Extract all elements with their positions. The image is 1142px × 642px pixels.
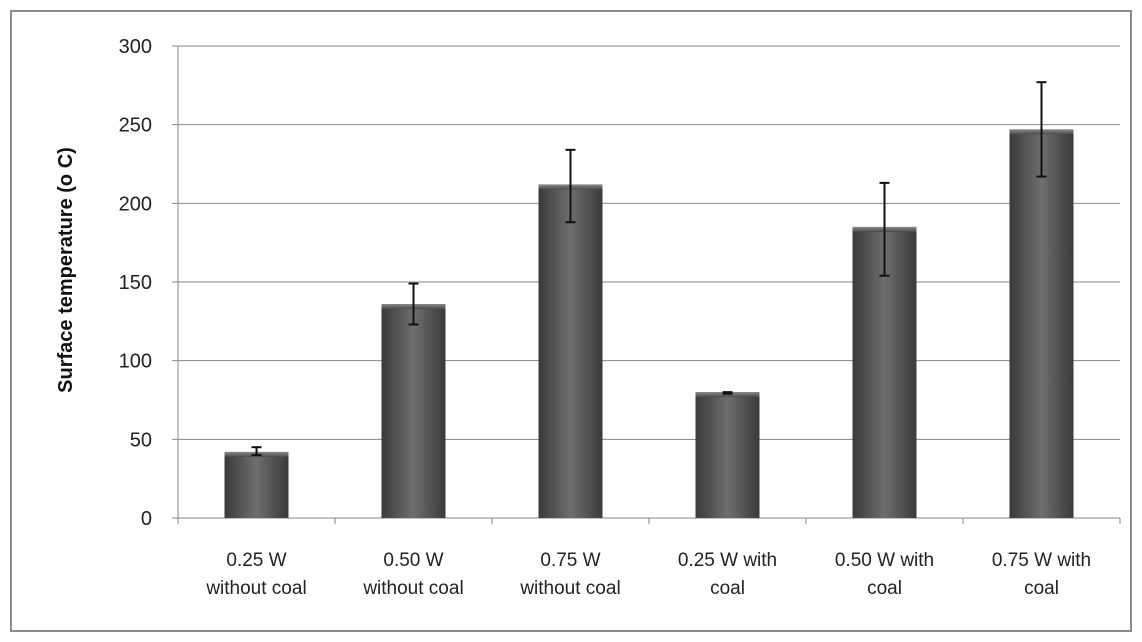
error-bars bbox=[251, 81, 1047, 457]
bar bbox=[1009, 129, 1074, 518]
bar bbox=[538, 184, 603, 518]
error-bar bbox=[722, 391, 733, 395]
category-label-line: 0.50 W bbox=[383, 550, 443, 571]
bar bbox=[224, 451, 289, 518]
category-label: 0.50 W without coal bbox=[362, 550, 463, 599]
y-tick-labels: 0 50 100 150 200 250 300 bbox=[119, 36, 152, 530]
category-label: 0.25 W without coal bbox=[205, 550, 306, 599]
bar bbox=[381, 304, 446, 518]
category-label-line: 0.75 W bbox=[540, 550, 600, 571]
error-bar bbox=[565, 148, 576, 224]
category-label-line: 0.50 W with bbox=[835, 550, 934, 571]
y-tick-label: 50 bbox=[130, 429, 152, 451]
y-tick-label: 200 bbox=[119, 193, 152, 215]
category-label-line: 0.75 W with bbox=[992, 550, 1091, 571]
category-label: 0.75 W with coal bbox=[992, 550, 1091, 599]
y-tick-label: 0 bbox=[141, 508, 152, 530]
category-label-line: coal bbox=[1024, 578, 1059, 599]
error-bar bbox=[408, 282, 419, 326]
y-tick-label: 100 bbox=[119, 351, 152, 373]
y-tick-label: 150 bbox=[119, 272, 152, 294]
category-label: 0.75 W without coal bbox=[519, 550, 620, 599]
error-bar bbox=[879, 181, 890, 277]
category-label-line: without coal bbox=[362, 578, 463, 599]
bar-group bbox=[695, 392, 760, 518]
y-axis-title: Surface temperature (o C) bbox=[55, 147, 77, 393]
y-tick-label: 250 bbox=[119, 115, 152, 137]
category-label: 0.50 W with coal bbox=[835, 550, 934, 599]
bar-group bbox=[1009, 129, 1074, 518]
category-label-line: 0.25 W with bbox=[678, 550, 777, 571]
category-label-line: without coal bbox=[205, 578, 306, 599]
error-bar bbox=[251, 446, 262, 457]
bar-group bbox=[538, 184, 603, 518]
axes bbox=[172, 45, 1121, 524]
category-label-line: coal bbox=[867, 578, 902, 599]
bar-group bbox=[381, 304, 446, 518]
category-label: 0.25 W with coal bbox=[678, 550, 777, 599]
bar-group bbox=[224, 451, 289, 518]
bar bbox=[695, 392, 760, 518]
error-bar bbox=[1036, 81, 1047, 178]
gridlines bbox=[178, 45, 1120, 440]
category-label-line: coal bbox=[710, 578, 745, 599]
category-label-line: without coal bbox=[519, 578, 620, 599]
bars bbox=[224, 129, 1074, 518]
category-label-line: 0.25 W bbox=[226, 550, 286, 571]
y-tick-label: 300 bbox=[119, 36, 152, 58]
